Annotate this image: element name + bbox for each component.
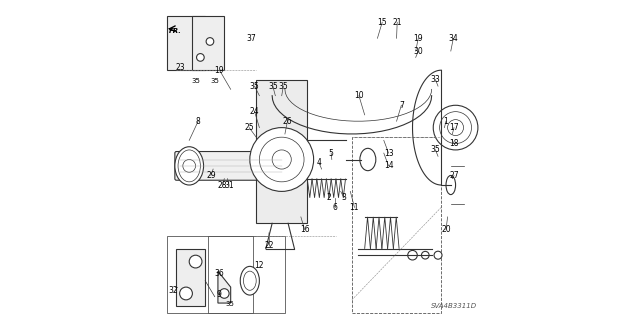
Ellipse shape <box>243 271 256 290</box>
Text: 21: 21 <box>392 18 402 27</box>
Text: 15: 15 <box>378 18 387 27</box>
Text: 13: 13 <box>384 149 394 158</box>
Circle shape <box>196 54 204 61</box>
Text: 35: 35 <box>268 82 278 91</box>
Circle shape <box>422 251 429 259</box>
Text: 33: 33 <box>431 75 440 84</box>
Circle shape <box>408 250 417 260</box>
Circle shape <box>183 160 196 172</box>
Text: 30: 30 <box>413 47 423 56</box>
Text: 7: 7 <box>399 101 404 110</box>
Bar <box>209 236 285 313</box>
Text: 24: 24 <box>250 107 259 116</box>
Polygon shape <box>193 16 224 70</box>
Circle shape <box>447 120 463 136</box>
Text: 26: 26 <box>283 117 292 126</box>
Text: 4: 4 <box>317 158 321 167</box>
Text: 19: 19 <box>214 66 225 75</box>
Text: 3: 3 <box>342 193 346 202</box>
FancyBboxPatch shape <box>175 152 300 180</box>
Ellipse shape <box>360 148 376 171</box>
Circle shape <box>259 137 304 182</box>
Text: 22: 22 <box>265 241 275 250</box>
Ellipse shape <box>175 147 204 185</box>
Ellipse shape <box>434 251 442 259</box>
Polygon shape <box>256 80 307 223</box>
Text: 1: 1 <box>444 117 449 126</box>
Bar <box>167 236 253 313</box>
Text: 10: 10 <box>354 91 364 100</box>
Text: 29: 29 <box>206 171 216 180</box>
Text: 2: 2 <box>326 193 331 202</box>
Text: 5: 5 <box>329 149 333 158</box>
Text: 28: 28 <box>218 181 227 189</box>
Text: 9: 9 <box>216 290 221 299</box>
Circle shape <box>220 289 229 298</box>
Text: 6: 6 <box>333 203 338 212</box>
Text: 8: 8 <box>196 117 200 126</box>
Text: 36: 36 <box>215 269 225 278</box>
Text: 35: 35 <box>192 78 200 84</box>
Circle shape <box>250 128 314 191</box>
Text: 11: 11 <box>349 203 359 212</box>
Text: 17: 17 <box>449 123 459 132</box>
Ellipse shape <box>446 175 456 195</box>
Text: 23: 23 <box>176 63 186 72</box>
Circle shape <box>272 150 291 169</box>
Text: 37: 37 <box>246 34 256 43</box>
Text: FR.: FR. <box>168 28 181 34</box>
Circle shape <box>180 287 193 300</box>
Bar <box>352 137 441 313</box>
Text: 31: 31 <box>224 181 234 189</box>
Circle shape <box>189 255 202 268</box>
Text: 35: 35 <box>431 145 440 154</box>
Text: 35: 35 <box>226 301 235 307</box>
Text: 19: 19 <box>413 34 423 43</box>
Text: 35: 35 <box>250 82 259 91</box>
Text: 18: 18 <box>449 139 459 148</box>
Text: 14: 14 <box>384 161 394 170</box>
Text: 35: 35 <box>278 82 288 91</box>
Circle shape <box>206 38 214 45</box>
Ellipse shape <box>178 150 200 182</box>
Text: SVA4B3311D: SVA4B3311D <box>431 303 477 309</box>
Text: 32: 32 <box>168 286 178 295</box>
Text: 16: 16 <box>300 225 310 234</box>
Polygon shape <box>177 249 205 306</box>
Circle shape <box>433 105 478 150</box>
Text: 20: 20 <box>441 225 451 234</box>
Text: 25: 25 <box>244 123 254 132</box>
Text: 35: 35 <box>210 78 219 84</box>
Text: 27: 27 <box>449 171 459 180</box>
Polygon shape <box>167 16 205 70</box>
Circle shape <box>440 112 472 144</box>
Polygon shape <box>218 271 230 303</box>
Ellipse shape <box>240 266 259 295</box>
Text: 34: 34 <box>449 34 458 43</box>
Text: 12: 12 <box>255 261 264 270</box>
